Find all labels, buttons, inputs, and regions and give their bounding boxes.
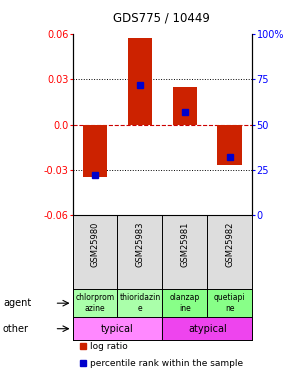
Text: GDS775 / 10449: GDS775 / 10449	[113, 11, 209, 24]
Text: chlorprom
azine: chlorprom azine	[75, 294, 115, 313]
Text: percentile rank within the sample: percentile rank within the sample	[90, 359, 244, 368]
Text: GSM25983: GSM25983	[135, 221, 144, 267]
Bar	[218, 124, 242, 165]
Text: log ratio: log ratio	[90, 342, 128, 351]
Text: quetiapi
ne: quetiapi ne	[214, 294, 246, 313]
Text: atypical: atypical	[188, 324, 227, 334]
Bar	[83, 124, 107, 177]
Text: GSM25982: GSM25982	[225, 221, 234, 267]
Text: agent: agent	[3, 298, 31, 308]
Text: other: other	[3, 324, 29, 334]
Text: GSM25981: GSM25981	[180, 221, 189, 267]
Bar	[173, 87, 197, 124]
Text: GSM25980: GSM25980	[90, 221, 99, 267]
Text: olanzap
ine: olanzap ine	[170, 294, 200, 313]
Text: thioridazin
e: thioridazin e	[119, 294, 161, 313]
Bar	[128, 38, 152, 125]
Text: typical: typical	[101, 324, 134, 334]
